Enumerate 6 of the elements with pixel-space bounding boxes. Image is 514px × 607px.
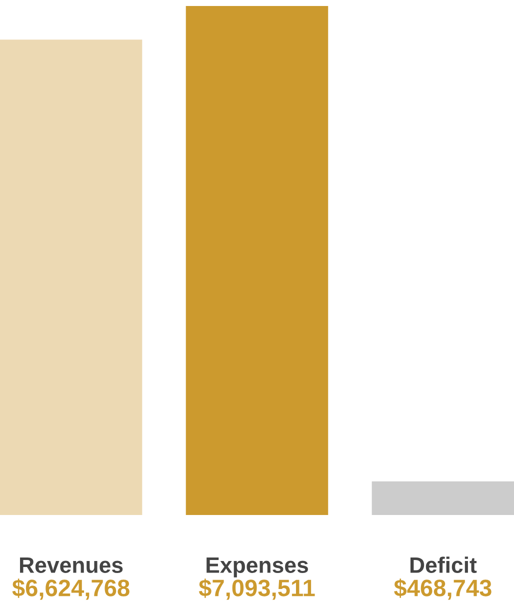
- data-label: $6,624,768: [12, 578, 130, 600]
- x-tick-label: Revenues: [20, 557, 123, 573]
- data-label: $468,743: [394, 578, 492, 600]
- data-label: $7,093,511: [198, 578, 315, 600]
- x-tick-label: Expenses: [206, 557, 308, 578]
- x-tick-label: Deficit: [410, 556, 477, 573]
